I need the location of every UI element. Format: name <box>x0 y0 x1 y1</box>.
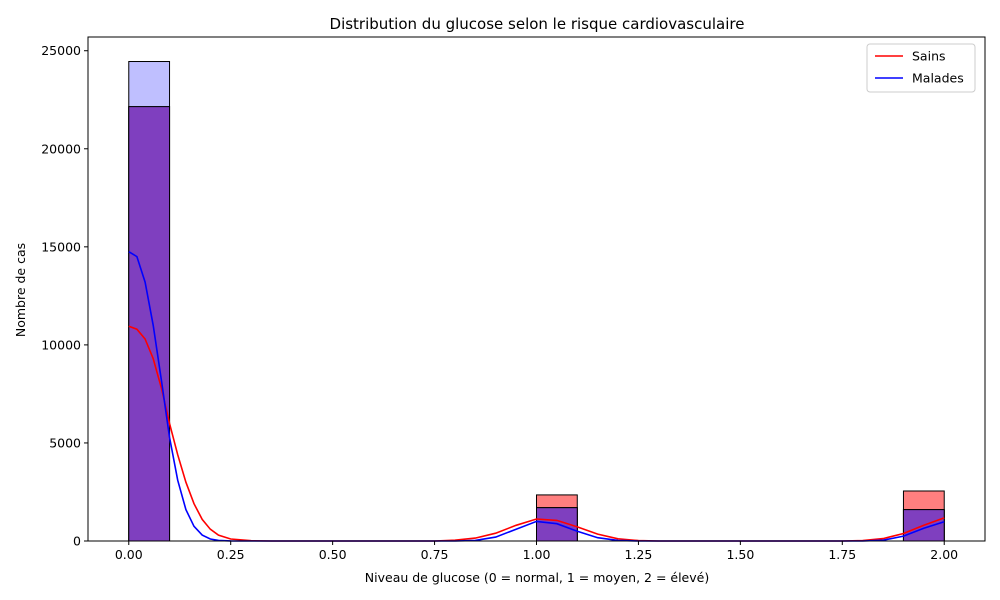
x-tick-label-7: 1.75 <box>828 547 856 562</box>
x-tick-label-5: 1.25 <box>625 547 653 562</box>
x-axis-label: Niveau de glucose (0 = normal, 1 = moyen… <box>365 570 709 585</box>
x-tick-label-0: 0.00 <box>115 547 143 562</box>
bar-overlap-2 <box>902 509 945 542</box>
y-tick-label-1: 5000 <box>49 435 81 450</box>
x-tick-label-8: 2.00 <box>930 547 958 562</box>
x-tick-label-1: 0.25 <box>217 547 245 562</box>
chart-title: Distribution du glucose selon le risque … <box>330 15 745 33</box>
legend: Sains Malades <box>866 43 976 93</box>
x-tick-label-6: 1.50 <box>726 547 754 562</box>
legend-label-sains: Sains <box>912 49 946 64</box>
bar-overlap-0 <box>128 106 171 542</box>
x-tick-label-3: 0.75 <box>421 547 449 562</box>
y-tick-label-4: 20000 <box>41 141 81 156</box>
histogram-bars <box>128 61 945 542</box>
x-tick-label-4: 1.00 <box>523 547 551 562</box>
plot-frame <box>87 36 986 542</box>
x-tick-label-2: 0.50 <box>319 547 347 562</box>
legend-label-malades: Malades <box>912 71 964 86</box>
axes: 0.00 0.25 0.50 0.75 1.00 1.25 1.50 1.75 2.00 0 500… <box>41 36 986 562</box>
y-axis-label: Nombre de cas <box>13 243 28 337</box>
y-tick-label-2: 10000 <box>41 337 81 352</box>
y-tick-label-0: 0 <box>73 534 81 549</box>
y-tick-label-3: 15000 <box>41 239 81 254</box>
y-tick-label-5: 25000 <box>41 43 81 58</box>
